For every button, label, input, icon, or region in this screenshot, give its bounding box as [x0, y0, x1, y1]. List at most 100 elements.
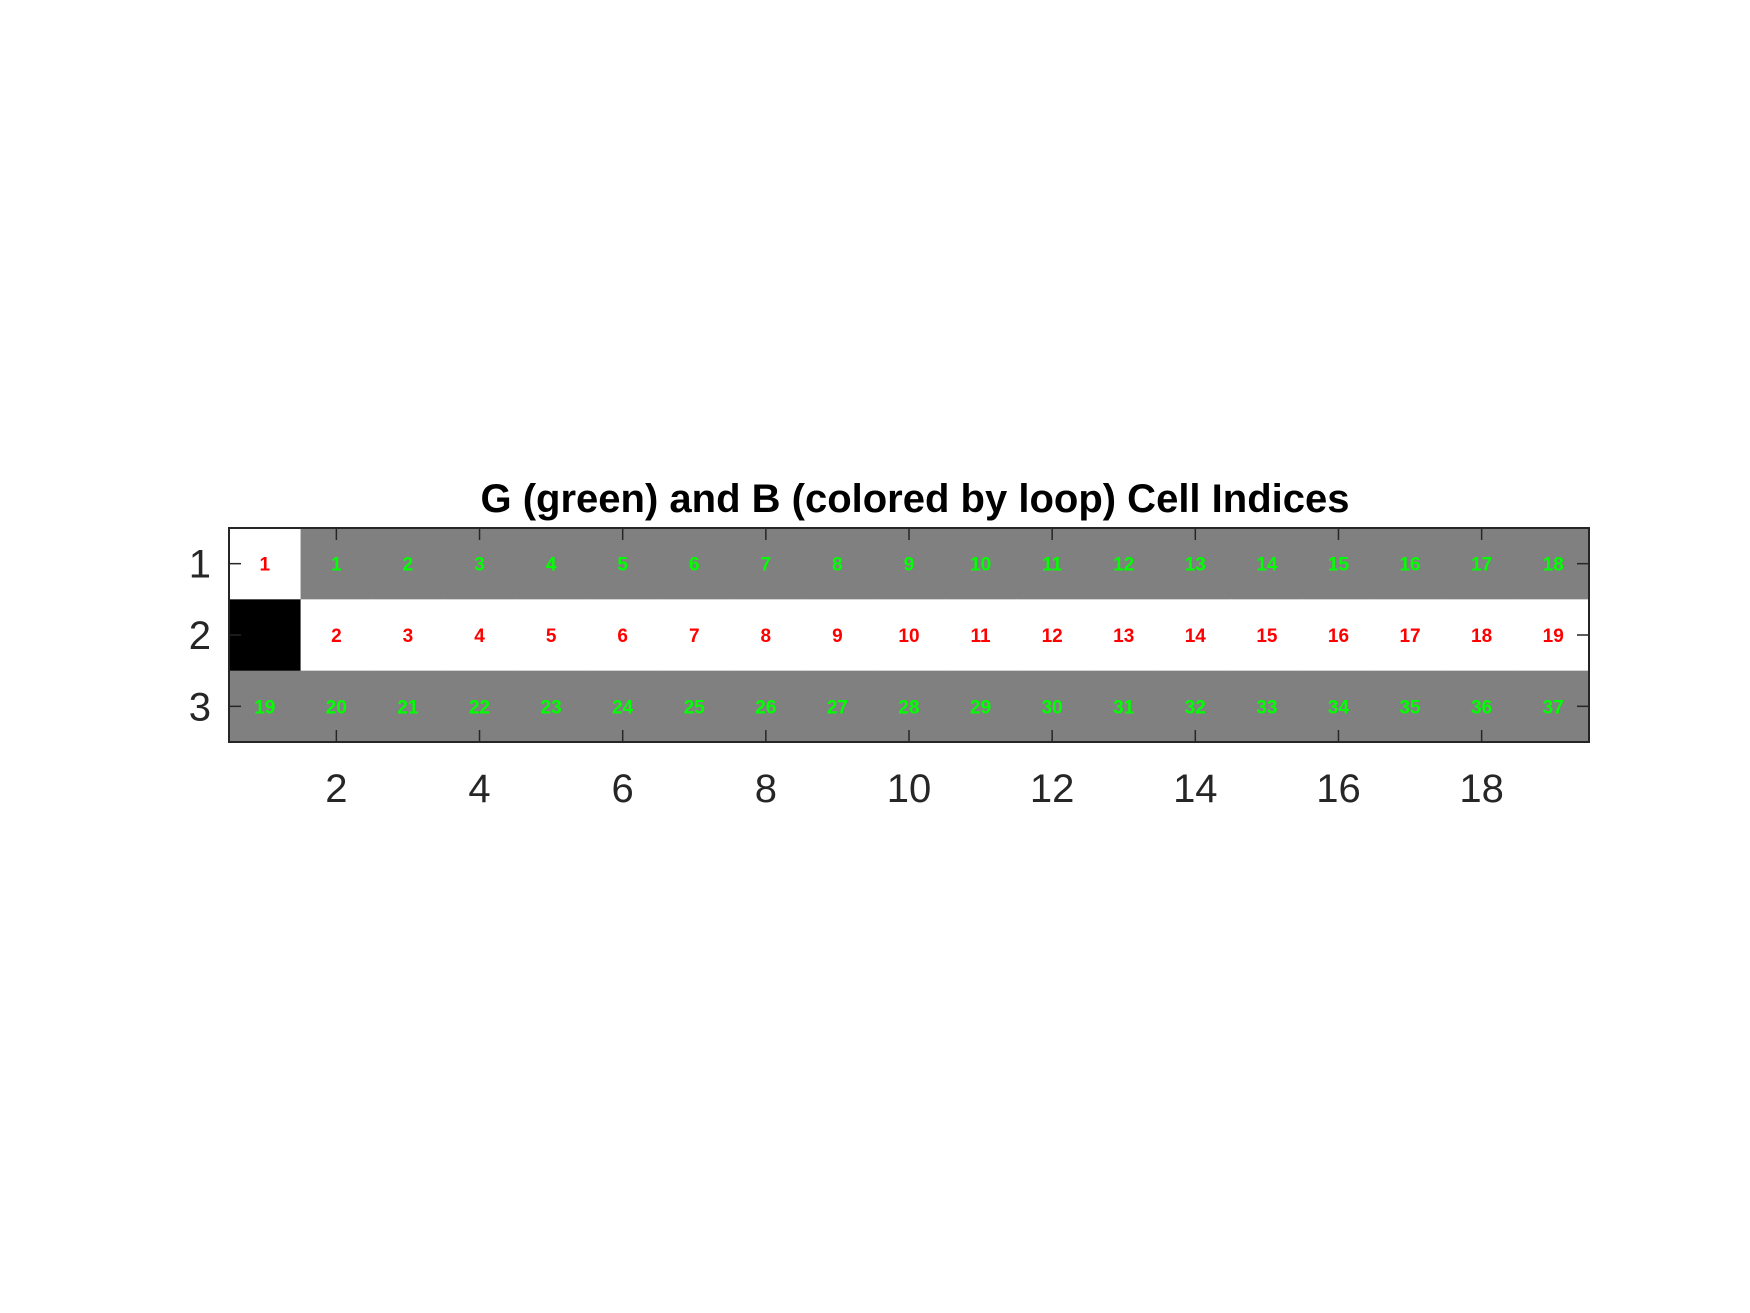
- heatmap-cells: [229, 528, 1590, 743]
- cell-index-label: 34: [1328, 697, 1350, 718]
- heatmap-cell: [944, 599, 1017, 672]
- cell-index-label: 8: [832, 555, 843, 576]
- heatmap-cell: [1087, 528, 1161, 600]
- cell-index-label: 6: [689, 555, 700, 576]
- x-tick-label: 14: [1173, 767, 1218, 811]
- cell-index-label: 25: [684, 697, 706, 718]
- heatmap-cell: [658, 670, 731, 743]
- y-tick-label: 1: [189, 543, 211, 587]
- heatmap-cell: [229, 528, 302, 600]
- cell-index-label: 18: [1471, 626, 1492, 647]
- heatmap-cell: [944, 670, 1017, 743]
- cell-index-label: 7: [689, 626, 700, 647]
- cell-index-label: 6: [617, 626, 628, 647]
- cell-index-label: 12: [1042, 626, 1063, 647]
- cell-index-label: 30: [1042, 697, 1063, 718]
- x-tick-label: 4: [468, 767, 490, 811]
- heatmap-cell: [1087, 599, 1161, 672]
- heatmap-cell: [515, 670, 588, 743]
- cell-index-label: 35: [1399, 697, 1421, 718]
- heatmap-cell: [372, 528, 445, 600]
- heatmap-cell: [1231, 528, 1304, 600]
- cell-index-label: 8: [761, 626, 772, 647]
- heatmap-cell: [1374, 528, 1447, 600]
- y-tick-label: 2: [189, 614, 211, 658]
- heatmap-cell: [658, 528, 731, 600]
- heatmap-cell: [443, 599, 516, 672]
- cell-index-label: 3: [403, 626, 414, 647]
- cell-index-label: 33: [1256, 697, 1277, 718]
- heatmap-cell: [300, 599, 373, 672]
- heatmap-cell: [801, 599, 874, 672]
- cell-index-label: 3: [474, 555, 485, 576]
- cell-index-label: 21: [397, 697, 419, 718]
- heatmap-cell: [944, 528, 1017, 600]
- cell-index-label: 15: [1328, 555, 1350, 576]
- heatmap-cell: [1302, 599, 1375, 672]
- heatmap-cell: [229, 599, 302, 672]
- cell-index-label: 27: [827, 697, 848, 718]
- heatmap-cell: [658, 599, 731, 672]
- x-tick-label: 12: [1030, 767, 1075, 811]
- cell-index-label: 5: [617, 555, 628, 576]
- heatmap-cell: [730, 599, 803, 672]
- cell-index-label: 2: [331, 626, 342, 647]
- cell-index-label: 18: [1543, 555, 1564, 576]
- chart-title: G (green) and B (colored by loop) Cell I…: [481, 477, 1350, 521]
- cell-index-label: 12: [1113, 555, 1134, 576]
- heatmap-cell: [1445, 599, 1519, 672]
- cell-index-label: 9: [904, 555, 915, 576]
- cell-index-label: 13: [1185, 555, 1206, 576]
- cell-index-labels: 1 1 2 3 4 5 6 7 8 9 10 11 12 13 14 15 16 17 182 3 4 5 6 7 8 9 10 11…: [254, 555, 1564, 719]
- cell-index-label: 14: [1185, 626, 1207, 647]
- heatmap-cell: [1231, 670, 1304, 743]
- heatmap-cell: [801, 528, 874, 600]
- cell-index-label: 24: [612, 697, 634, 718]
- x-tick-label: 6: [612, 767, 634, 811]
- cell-index-label: 37: [1543, 697, 1564, 718]
- cell-index-label: 10: [970, 555, 991, 576]
- cell-index-label: 11: [971, 626, 992, 647]
- cell-index-label: 20: [326, 697, 347, 718]
- cell-index-label: 15: [1256, 626, 1278, 647]
- cell-index-label: 19: [254, 697, 275, 718]
- cell-index-label: 23: [541, 697, 562, 718]
- heatmap-cell: [1087, 670, 1161, 743]
- cell-index-label: 14: [1256, 555, 1278, 576]
- heatmap-cell: [515, 599, 588, 672]
- heatmap-cell: [229, 670, 302, 743]
- cell-index-label: 1: [260, 555, 271, 576]
- heatmap-cell: [586, 599, 660, 672]
- heatmap-cell: [1374, 670, 1447, 743]
- cell-index-label: 5: [546, 626, 557, 647]
- cell-index-label: 11: [1042, 555, 1063, 576]
- cell-index-label: 36: [1471, 697, 1492, 718]
- heatmap-cell: [1231, 599, 1304, 672]
- cell-index-label: 28: [898, 697, 919, 718]
- cell-index-label: 9: [832, 626, 843, 647]
- cell-index-label: 4: [474, 626, 485, 647]
- cell-index-label: 1: [331, 555, 342, 576]
- cell-index-label: 26: [755, 697, 776, 718]
- heatmap-cell: [372, 670, 445, 743]
- x-tick-label: 8: [755, 767, 777, 811]
- axes-box: [228, 527, 1590, 743]
- cell-index-label: 7: [761, 555, 772, 576]
- heatmap-cell: [873, 599, 946, 672]
- x-tick-label: 16: [1316, 767, 1361, 811]
- heatmap-cell: [1016, 599, 1089, 672]
- cell-index-label: 17: [1471, 555, 1492, 576]
- y-tick-label: 3: [189, 685, 211, 729]
- x-tick-label: 18: [1459, 767, 1504, 811]
- cell-index-label: 4: [546, 555, 557, 576]
- x-tick-label: 10: [887, 767, 932, 811]
- cell-index-label: 16: [1328, 626, 1349, 647]
- heatmap-cell: [1374, 599, 1447, 672]
- cell-index-label: 10: [898, 626, 919, 647]
- x-tick-label: 2: [325, 767, 347, 811]
- heatmap-cell: [801, 670, 874, 743]
- cell-index-label: 17: [1399, 626, 1420, 647]
- cell-index-label: 31: [1113, 697, 1135, 718]
